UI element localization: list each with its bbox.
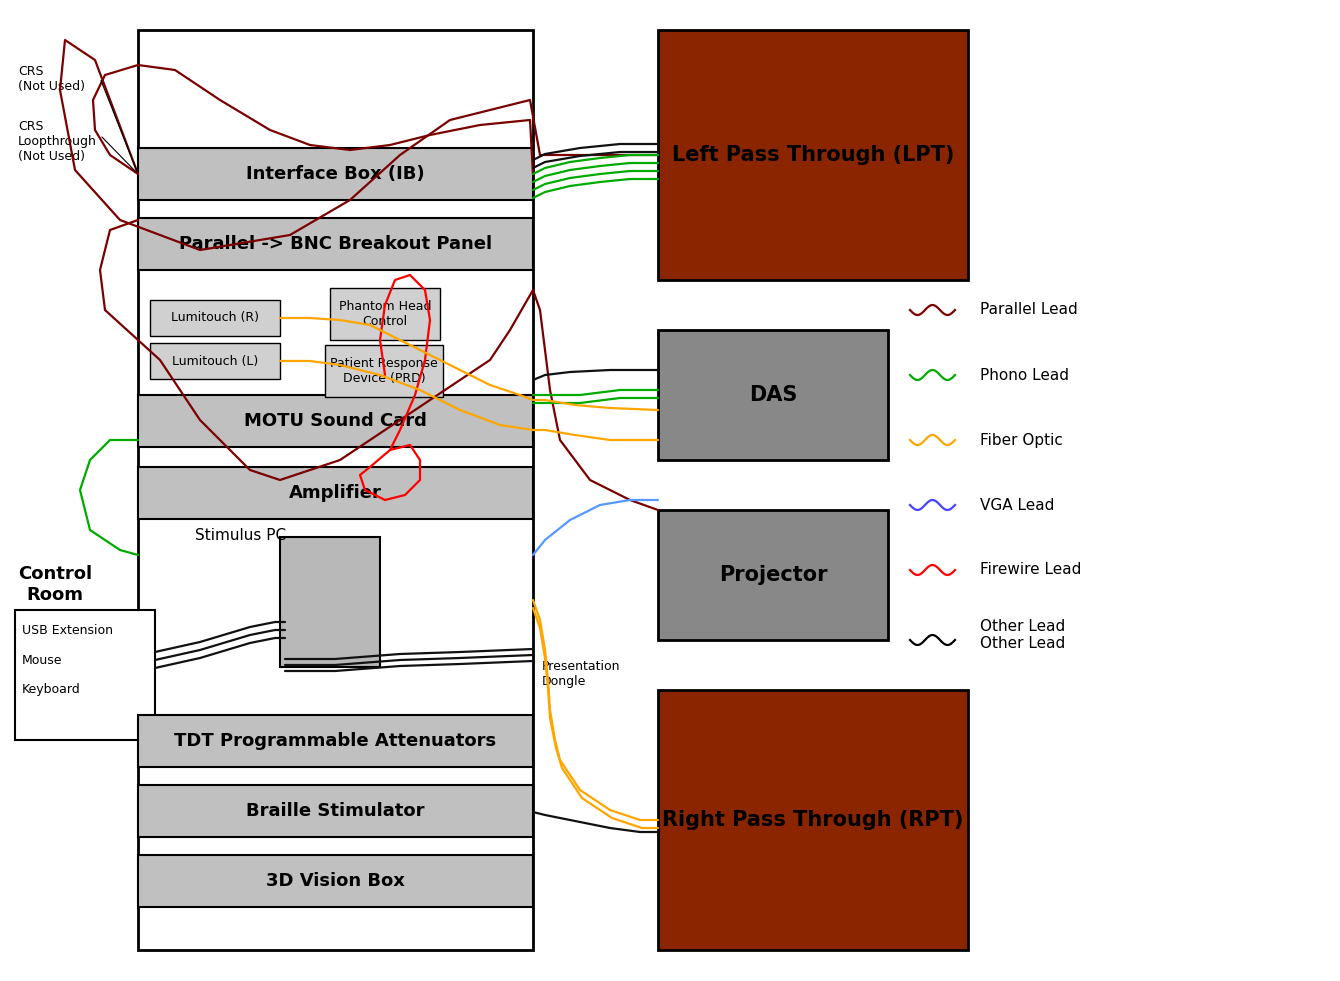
Text: CRS
Loopthrough
(Not Used): CRS Loopthrough (Not Used) (17, 120, 96, 163)
Bar (280, 537, 381, 667)
Bar (138, 855, 533, 907)
Bar (330, 288, 440, 340)
Bar (658, 510, 888, 640)
Text: Braille Stimulator: Braille Stimulator (247, 802, 425, 820)
Text: VGA Lead: VGA Lead (980, 497, 1055, 512)
Text: USB Extension: USB Extension (21, 624, 113, 637)
Text: Stimulus PC: Stimulus PC (196, 528, 287, 543)
Bar (138, 715, 533, 767)
Text: MOTU Sound Card: MOTU Sound Card (244, 412, 427, 430)
Text: Projector: Projector (718, 565, 827, 585)
Text: Keyboard: Keyboard (21, 684, 80, 697)
Bar (138, 148, 533, 200)
Text: DAS: DAS (749, 385, 797, 405)
Bar (326, 345, 444, 397)
Text: Right Pass Through (RPT): Right Pass Through (RPT) (662, 810, 963, 830)
Bar (658, 30, 967, 280)
Bar (138, 467, 533, 519)
Text: Phantom Head
Control: Phantom Head Control (339, 300, 431, 328)
Text: Control
Room: Control Room (17, 565, 92, 603)
Text: Left Pass Through (LPT): Left Pass Through (LPT) (671, 145, 954, 165)
Text: Fiber Optic: Fiber Optic (980, 433, 1063, 447)
Text: Patient Response
Device (PRD): Patient Response Device (PRD) (330, 357, 438, 385)
Text: Lumitouch (L): Lumitouch (L) (172, 354, 259, 368)
Bar (15, 610, 155, 740)
Bar (138, 218, 533, 270)
Text: Parallel -> BNC Breakout Panel: Parallel -> BNC Breakout Panel (180, 235, 492, 253)
Text: Mouse: Mouse (21, 653, 63, 666)
Text: TDT Programmable Attenuators: TDT Programmable Attenuators (174, 732, 497, 750)
Bar (138, 30, 533, 950)
Text: Lumitouch (R): Lumitouch (R) (172, 312, 259, 325)
Text: Phono Lead: Phono Lead (980, 368, 1069, 383)
Bar (150, 343, 280, 379)
Text: Presentation
Dongle: Presentation Dongle (541, 660, 620, 688)
Bar (658, 690, 967, 950)
Text: Firewire Lead: Firewire Lead (980, 562, 1081, 578)
Text: Amplifier: Amplifier (289, 484, 382, 502)
Text: Interface Box (IB): Interface Box (IB) (247, 165, 425, 183)
Bar (658, 330, 888, 460)
Text: Parallel Lead: Parallel Lead (980, 302, 1077, 318)
Bar (138, 785, 533, 837)
Bar (150, 300, 280, 336)
Text: CRS
(Not Used): CRS (Not Used) (17, 65, 84, 93)
Text: Other Lead
Other Lead: Other Lead Other Lead (980, 619, 1065, 651)
Text: 3D Vision Box: 3D Vision Box (267, 872, 405, 890)
Bar (138, 395, 533, 447)
